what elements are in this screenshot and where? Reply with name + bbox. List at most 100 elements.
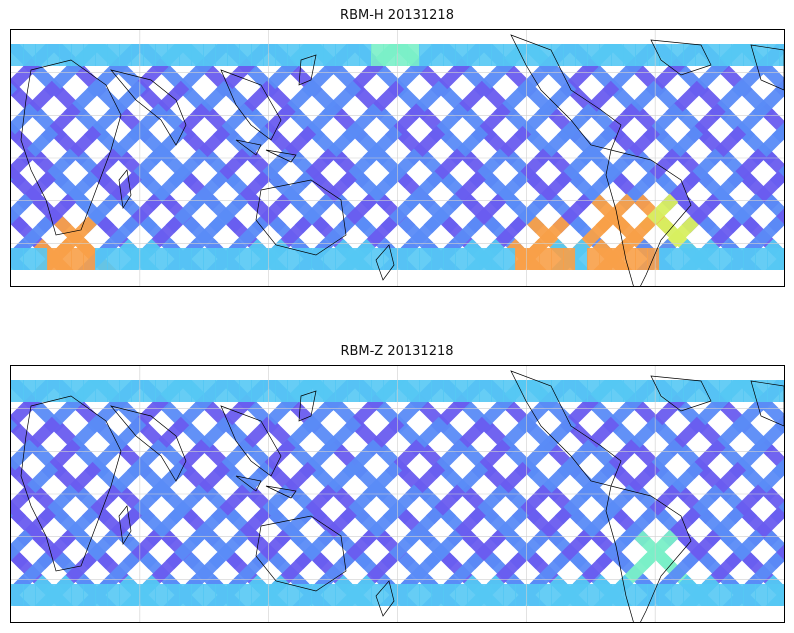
swath-segment <box>263 44 276 66</box>
swath-segment <box>71 380 84 402</box>
swath-segment <box>287 44 300 66</box>
swath-segment <box>287 248 300 270</box>
swath-segment <box>767 248 780 270</box>
swath-segment <box>443 584 456 606</box>
coastline <box>20 59 122 236</box>
swath-segment <box>719 380 732 402</box>
swath-segment <box>251 44 264 66</box>
swath-segment <box>671 584 684 606</box>
swath-segment <box>263 248 276 270</box>
swath-segment <box>743 380 756 402</box>
swath-segment <box>467 380 480 402</box>
coastline <box>375 244 395 281</box>
swath-segment <box>587 584 600 606</box>
coastlines <box>20 34 784 286</box>
swath-segment <box>59 248 72 270</box>
swath-segment <box>731 248 744 270</box>
swath-segment <box>491 380 504 402</box>
coastline <box>235 475 297 499</box>
swath-segment <box>779 44 784 66</box>
swath-segment <box>599 44 612 66</box>
swath-segment <box>623 584 636 606</box>
swath-segment <box>683 584 696 606</box>
swath-segment <box>431 44 444 66</box>
swath-segment <box>59 584 72 606</box>
swath-segment <box>35 248 48 270</box>
swath-segment <box>395 380 408 402</box>
swath-segment <box>755 44 768 66</box>
swath-segment <box>275 248 288 270</box>
swath-segment <box>203 584 216 606</box>
swath-segment <box>767 44 780 66</box>
swath-segment <box>359 584 372 606</box>
swath-segment <box>383 248 396 270</box>
swath-segment <box>659 380 672 402</box>
swath-segment <box>760 484 784 517</box>
swath-segment <box>719 44 732 66</box>
coastline <box>298 390 317 422</box>
swath-segment <box>479 584 492 606</box>
swath-segment <box>179 380 192 402</box>
coastline <box>110 405 187 482</box>
coastline <box>650 39 712 76</box>
swath-segment <box>371 44 384 66</box>
swath-segment <box>107 248 120 270</box>
swath-segment <box>743 248 756 270</box>
swath-segment <box>299 44 312 66</box>
swath-segment <box>203 380 216 402</box>
swath-segment <box>407 380 420 402</box>
swath-segment <box>707 248 720 270</box>
coastline <box>750 44 784 91</box>
swath-segment <box>575 44 588 66</box>
swath-map <box>11 30 784 286</box>
swath-segment <box>779 380 784 402</box>
swath-segment <box>575 584 588 606</box>
swath-segment <box>407 248 420 270</box>
swath-segment <box>683 44 696 66</box>
swath-segment <box>539 44 552 66</box>
swath-segment <box>443 44 456 66</box>
swath-segment <box>203 44 216 66</box>
coastline <box>235 139 297 163</box>
swath-segment <box>479 248 492 270</box>
swath-segment <box>467 584 480 606</box>
swath-segment <box>275 380 288 402</box>
swath-segment <box>419 44 432 66</box>
swath-segment <box>131 584 144 606</box>
swath-segment <box>659 248 672 270</box>
swath-segment <box>371 584 384 606</box>
swath-segment <box>227 248 240 270</box>
coastline <box>255 179 347 256</box>
swath-segment <box>95 248 108 270</box>
swath-segment <box>455 584 468 606</box>
swath-segment <box>83 44 96 66</box>
swath-segment <box>611 380 624 402</box>
swath-segment <box>719 248 732 270</box>
coastline <box>220 69 282 141</box>
swath-segment <box>635 248 648 270</box>
coastline <box>650 375 712 412</box>
swath-segment <box>635 380 648 402</box>
swath-segment <box>671 44 684 66</box>
swath-segment <box>491 44 504 66</box>
swath-segment <box>647 44 660 66</box>
swath-segment <box>575 248 588 270</box>
swath-segment <box>395 248 408 270</box>
swath-segment <box>143 248 156 270</box>
swath-segment <box>443 248 456 270</box>
swath-segment <box>503 584 516 606</box>
swath-segment <box>515 248 528 270</box>
swath-segment <box>11 193 34 225</box>
swath-segment <box>563 44 576 66</box>
swath-segment <box>359 380 372 402</box>
swath-segment <box>743 584 756 606</box>
swath-segment <box>491 584 504 606</box>
swath-segment <box>431 248 444 270</box>
swath-segment <box>467 248 480 270</box>
swath-segment <box>47 584 60 606</box>
swath-segment <box>491 248 504 270</box>
swath-segment <box>551 248 564 270</box>
swath-segment <box>71 248 84 270</box>
swath-segment <box>251 584 264 606</box>
swath-segment <box>731 380 744 402</box>
